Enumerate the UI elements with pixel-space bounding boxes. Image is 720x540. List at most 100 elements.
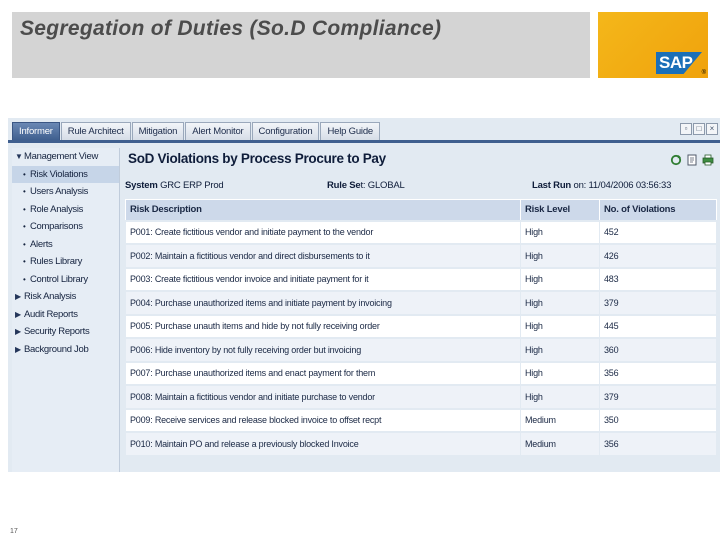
risk-description-cell[interactable]: P009: Receive services and release block… bbox=[125, 407, 521, 433]
export-icon[interactable] bbox=[686, 154, 698, 166]
tab-help-guide[interactable]: Help Guide bbox=[320, 122, 380, 140]
grc-application-window: Informer Rule Architect Mitigation Alert… bbox=[8, 118, 720, 472]
table-row[interactable]: P004: Purchase unauthorized items and in… bbox=[125, 290, 717, 315]
sap-logo-registered: ® bbox=[701, 70, 706, 76]
sidebar-item-rules-library[interactable]: Rules Library bbox=[12, 253, 119, 271]
sap-logo-mark: SAP bbox=[656, 52, 702, 74]
violations-count-link[interactable]: 350 bbox=[599, 407, 717, 433]
risk-level-cell: High bbox=[520, 384, 600, 409]
column-header-risk-level[interactable]: Risk Level bbox=[520, 199, 600, 221]
table-row[interactable]: P010: Maintain PO and release a previous… bbox=[125, 431, 717, 456]
sidebar-item-security-reports[interactable]: ▶ Security Reports bbox=[12, 323, 119, 341]
risk-description-cell[interactable]: P003: Create fictitious vendor invoice a… bbox=[125, 266, 521, 292]
main-tab-bar: Informer Rule Architect Mitigation Alert… bbox=[12, 122, 381, 140]
violations-count-link[interactable]: 379 bbox=[599, 384, 717, 409]
table-row[interactable]: P001: Create fictitious vendor and initi… bbox=[125, 219, 717, 245]
tab-rule-architect[interactable]: Rule Architect bbox=[60, 122, 131, 140]
risk-level-cell: Medium bbox=[520, 431, 600, 456]
sidebar-item-management-view[interactable]: ▼ Management View bbox=[12, 148, 119, 166]
violations-count-link[interactable]: 356 bbox=[599, 431, 717, 456]
report-info-row: System GRC ERP Prod Rule Set: GLOBAL Las… bbox=[122, 180, 716, 194]
sidebar-item-label: Audit Reports bbox=[24, 308, 78, 320]
sap-logo-text: SAP bbox=[659, 53, 693, 72]
content-toolbar bbox=[670, 154, 714, 166]
system-label: System bbox=[125, 180, 158, 191]
table-row[interactable]: P008: Maintain a fictitious vendor and i… bbox=[125, 384, 717, 409]
risk-description-cell[interactable]: P002: Maintain a fictitious vendor and d… bbox=[125, 243, 521, 268]
table-row[interactable]: P005: Purchase unauth items and hide by … bbox=[125, 313, 717, 339]
table-row[interactable]: P007: Purchase unauthorized items and en… bbox=[125, 360, 717, 386]
ruleset-value: t: GLOBAL bbox=[360, 180, 405, 191]
risk-description-cell[interactable]: P010: Maintain PO and release a previous… bbox=[125, 431, 521, 456]
restore-icon[interactable]: ▫ bbox=[680, 123, 692, 135]
violations-count-link[interactable]: 356 bbox=[599, 360, 717, 386]
maximize-icon[interactable]: □ bbox=[693, 123, 705, 135]
sidebar-item-alerts[interactable]: Alerts bbox=[12, 236, 119, 254]
table-header-row: Risk Description Risk Level No. of Viola… bbox=[125, 199, 717, 221]
table-row[interactable]: P002: Maintain a fictitious vendor and d… bbox=[125, 243, 717, 268]
sidebar-item-control-library[interactable]: Control Library bbox=[12, 271, 119, 289]
window-controls: ▫ □ × bbox=[680, 123, 718, 135]
refresh-icon[interactable] bbox=[670, 154, 682, 166]
risk-description-cell[interactable]: P004: Purchase unauthorized items and in… bbox=[125, 290, 521, 315]
table-row[interactable]: P006: Hide inventory by not fully receiv… bbox=[125, 337, 717, 362]
sidebar-item-users-analysis[interactable]: Users Analysis bbox=[12, 183, 119, 201]
sidebar-item-audit-reports[interactable]: ▶ Audit Reports bbox=[12, 306, 119, 324]
table-row[interactable]: P009: Receive services and release block… bbox=[125, 407, 717, 433]
chevron-right-icon: ▶ bbox=[15, 309, 21, 319]
violations-count-link[interactable]: 483 bbox=[599, 266, 717, 292]
risk-level-cell: Medium bbox=[520, 407, 600, 433]
main-content: SoD Violations by Process Procure to Pay bbox=[122, 148, 717, 472]
lastrun-value: on: 11/04/2006 03:56:33 bbox=[573, 180, 672, 191]
risk-description-cell[interactable]: P001: Create fictitious vendor and initi… bbox=[125, 219, 521, 245]
print-icon[interactable] bbox=[702, 154, 714, 166]
chevron-right-icon: ▶ bbox=[15, 344, 21, 354]
violations-count-link[interactable]: 379 bbox=[599, 290, 717, 315]
sidebar-item-label: Background Job bbox=[24, 343, 89, 355]
sidebar-item-comparisons[interactable]: Comparisons bbox=[12, 218, 119, 236]
ruleset-label: Rule Se bbox=[327, 180, 361, 191]
risk-description-cell[interactable]: P005: Purchase unauth items and hide by … bbox=[125, 313, 521, 339]
violations-table: Risk Description Risk Level No. of Viola… bbox=[125, 199, 717, 456]
lastrun-info: Last Run on: 11/04/2006 03:56:33 bbox=[532, 180, 671, 191]
tab-alert-monitor[interactable]: Alert Monitor bbox=[185, 122, 251, 140]
risk-description-cell[interactable]: P008: Maintain a fictitious vendor and i… bbox=[125, 384, 521, 409]
sidebar-item-label: Management View bbox=[24, 151, 99, 162]
violations-count-link[interactable]: 452 bbox=[599, 219, 717, 245]
ruleset-info: Rule Set: GLOBAL bbox=[327, 180, 405, 191]
slide-title: Segregation of Duties (So.D Compliance) bbox=[20, 17, 442, 40]
table-row[interactable]: P003: Create fictitious vendor invoice a… bbox=[125, 266, 717, 292]
sidebar-item-label: Security Reports bbox=[24, 326, 90, 337]
risk-level-cell: High bbox=[520, 337, 600, 362]
sidebar-item-role-analysis[interactable]: Role Analysis bbox=[12, 201, 119, 219]
violations-count-link[interactable]: 426 bbox=[599, 243, 717, 268]
risk-level-cell: High bbox=[520, 360, 600, 386]
risk-level-cell: High bbox=[520, 219, 600, 245]
sidebar-item-risk-analysis[interactable]: ▶ Risk Analysis bbox=[12, 288, 119, 306]
slide-title-band: Segregation of Duties (So.D Compliance) bbox=[12, 12, 590, 78]
tab-configuration[interactable]: Configuration bbox=[251, 122, 320, 140]
column-header-violations[interactable]: No. of Violations bbox=[599, 199, 717, 221]
risk-description-cell[interactable]: P007: Purchase unauthorized items and en… bbox=[125, 360, 521, 386]
tab-informer[interactable]: Informer bbox=[12, 122, 60, 140]
column-header-risk-description[interactable]: Risk Description bbox=[125, 199, 521, 221]
chevron-down-icon: ▼ bbox=[15, 152, 23, 161]
risk-description-cell[interactable]: P006: Hide inventory by not fully receiv… bbox=[125, 337, 521, 362]
sidebar-item-label: Risk Analysis bbox=[24, 291, 77, 302]
risk-level-cell: High bbox=[520, 290, 600, 315]
risk-level-cell: High bbox=[520, 243, 600, 268]
violations-count-link[interactable]: 445 bbox=[599, 313, 717, 339]
sap-logo: SAP ® bbox=[598, 12, 708, 78]
system-value: GRC ERP Prod bbox=[160, 180, 224, 191]
lastrun-label: Last Run bbox=[532, 180, 572, 191]
violations-count-link[interactable]: 360 bbox=[599, 337, 717, 362]
sidebar-item-risk-violations[interactable]: Risk Violations bbox=[12, 165, 119, 183]
tab-underline bbox=[8, 140, 720, 143]
risk-level-cell: High bbox=[520, 313, 600, 339]
sidebar-item-background-job[interactable]: ▶ Background Job bbox=[12, 341, 119, 359]
sidebar-nav: ▼ Management View Risk Violations Users … bbox=[12, 148, 120, 472]
slide-page-number: 17 bbox=[10, 528, 18, 535]
tab-mitigation[interactable]: Mitigation bbox=[131, 122, 185, 140]
close-icon[interactable]: × bbox=[706, 123, 718, 135]
system-info: System GRC ERP Prod bbox=[125, 180, 224, 191]
